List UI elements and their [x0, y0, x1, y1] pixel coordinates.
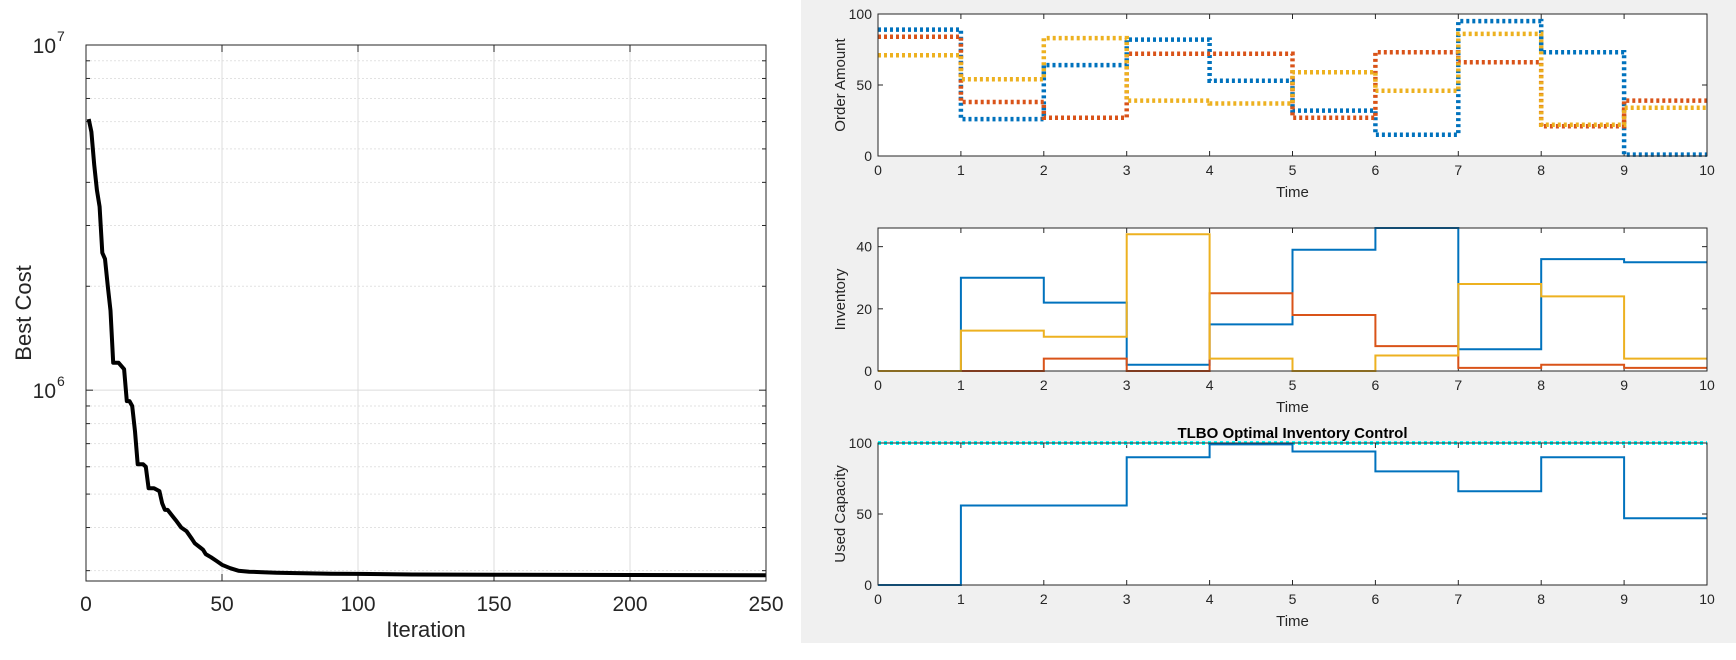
y-tick-label-base: 10	[33, 35, 56, 58]
x-tick-label: 0	[874, 162, 882, 178]
x-tick-label: 50	[210, 593, 233, 616]
x-tick-label: 2	[1040, 162, 1048, 178]
series-line-3	[878, 233, 1707, 372]
x-tick-label: 150	[476, 593, 511, 616]
x-tick-label: 7	[1454, 162, 1462, 178]
y-tick-label: 50	[856, 506, 872, 522]
x-tick-label: 200	[612, 593, 647, 616]
inventory-chart: 0 1 2 3 4 5 6 7 8 9 10 0 20 40 Time Inventory	[832, 227, 1715, 416]
y-tick-label: 20	[856, 301, 872, 317]
plot-area	[86, 45, 766, 581]
x-axis-label: Time	[1276, 399, 1309, 416]
x-tick-label: 1	[957, 162, 965, 178]
series-line-1	[878, 18, 1707, 157]
x-tick-label: 1	[957, 591, 965, 607]
y-axis-label: Best Cost	[11, 265, 36, 360]
y-tick-label-exponent: 6	[57, 373, 65, 389]
series-line-1	[878, 443, 1707, 586]
axes-box	[85, 44, 767, 582]
x-tick-label: 7	[1454, 591, 1462, 607]
x-tick-label: 100	[340, 593, 375, 616]
x-tick-label: 5	[1289, 377, 1297, 393]
x-tick-label: 250	[748, 593, 783, 616]
series-line-1	[878, 227, 1707, 372]
x-tick-label: 8	[1537, 591, 1545, 607]
x-axis-label: Time	[1276, 613, 1309, 630]
y-axis-label: Order Amount	[832, 37, 849, 131]
x-tick-label: 8	[1537, 162, 1545, 178]
x-tick-label: 4	[1206, 162, 1214, 178]
x-tick-label: 2	[1040, 591, 1048, 607]
y-tick-label: 10 6	[33, 373, 65, 403]
x-tick-label: 1	[957, 377, 965, 393]
x-tick-label: 5	[1289, 591, 1297, 607]
x-tick-label: 6	[1372, 591, 1380, 607]
series-line-2	[878, 292, 1707, 372]
x-axis-label: Iteration	[386, 617, 466, 642]
y-tick-label: 0	[864, 148, 872, 164]
x-tick-label: 0	[874, 377, 882, 393]
axes-box	[877, 442, 1708, 586]
y-tick-label: 0	[864, 577, 872, 593]
x-tick-label: 4	[1206, 377, 1214, 393]
y-tick-label: 100	[849, 435, 873, 451]
x-tick-label: 8	[1537, 377, 1545, 393]
y-tick-label-base: 10	[33, 380, 56, 403]
axes-box	[877, 227, 1708, 372]
x-tick-label: 3	[1123, 377, 1131, 393]
x-tick-label: 3	[1123, 162, 1131, 178]
y-tick-label: 0	[864, 363, 872, 379]
x-tick-label: 0	[874, 591, 882, 607]
x-tick-label: 9	[1620, 377, 1628, 393]
x-tick-label: 9	[1620, 162, 1628, 178]
x-tick-label: 10	[1699, 377, 1715, 393]
x-tick-label: 10	[1699, 162, 1715, 178]
y-tick-label: 40	[856, 239, 872, 255]
y-tick-label: 50	[856, 77, 872, 93]
x-tick-label: 5	[1289, 162, 1297, 178]
y-tick-label: 100	[849, 6, 873, 22]
x-tick-label: 10	[1699, 591, 1715, 607]
series-line-3	[878, 31, 1707, 128]
y-axis-label: Inventory	[832, 268, 849, 330]
x-tick-label: 6	[1372, 162, 1380, 178]
x-tick-label: 7	[1454, 377, 1462, 393]
x-tick-label: 2	[1040, 377, 1048, 393]
y-tick-label-exponent: 7	[57, 28, 65, 44]
y-tick-label: 10 7	[33, 28, 65, 58]
axes-box	[877, 13, 1708, 157]
x-tick-label: 4	[1206, 591, 1214, 607]
x-tick-label: 6	[1372, 377, 1380, 393]
x-axis-label: Time	[1276, 184, 1309, 201]
x-tick-label: 3	[1123, 591, 1131, 607]
chart-title: TLBO Optimal Inventory Control	[1177, 425, 1407, 442]
x-tick-label: 9	[1620, 591, 1628, 607]
best-cost-line	[86, 118, 767, 578]
x-tick-label: 0	[80, 593, 92, 616]
plot-area	[878, 443, 1707, 585]
y-axis-label: Used Capacity	[832, 465, 849, 563]
